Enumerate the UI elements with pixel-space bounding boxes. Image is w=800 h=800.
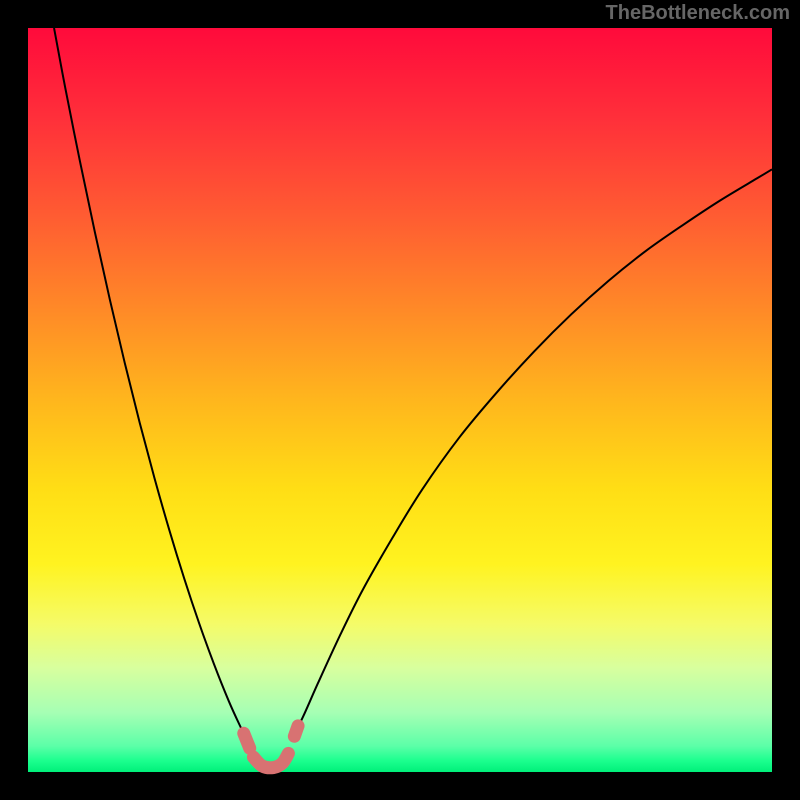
bottleneck-curve-chart bbox=[0, 0, 800, 800]
chart-container: TheBottleneck.com bbox=[0, 0, 800, 800]
marker-right-dot bbox=[294, 726, 298, 736]
watermark-text: TheBottleneck.com bbox=[606, 2, 790, 25]
marker-left-dot bbox=[244, 733, 250, 748]
